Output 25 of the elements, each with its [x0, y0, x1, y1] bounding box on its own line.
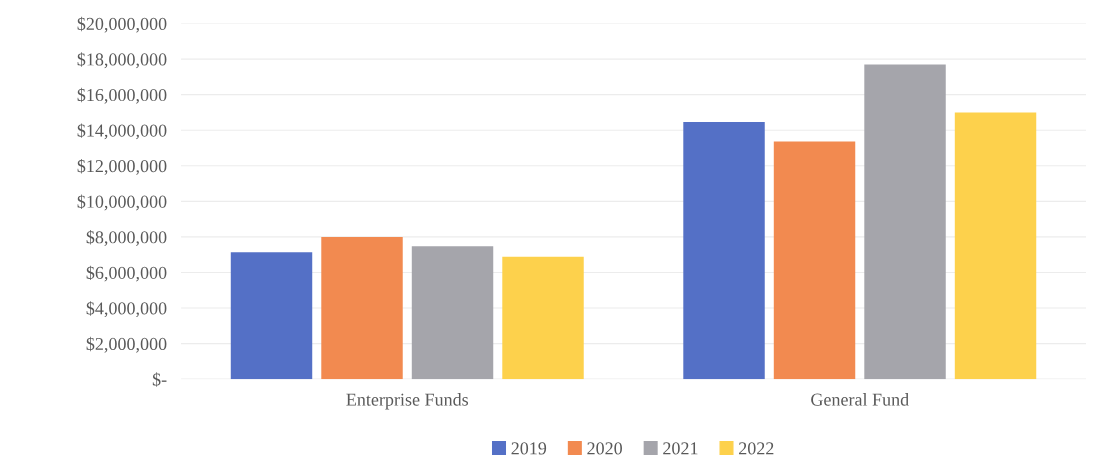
y-tick-label: $4,000,000: [86, 301, 167, 318]
y-tick-label: $14,000,000: [77, 123, 167, 140]
bar: [411, 246, 494, 380]
bar: [864, 64, 946, 380]
bar: [230, 252, 313, 380]
bar: [773, 141, 856, 380]
y-tick-label: $16,000,000: [77, 87, 167, 104]
y-tick-label: $-: [152, 372, 167, 387]
bar: [683, 122, 765, 380]
y-tick-label: $10,000,000: [77, 194, 167, 211]
bar: [954, 112, 1037, 380]
y-tick-label: $12,000,000: [77, 158, 167, 175]
legend-label: 2019: [511, 442, 547, 455]
y-tick-label: $8,000,000: [86, 230, 167, 246]
bar: [321, 236, 403, 380]
x-tick-label: Enterprise Funds: [346, 393, 469, 410]
y-tick-label: $18,000,000: [77, 52, 167, 69]
bar: [502, 256, 584, 380]
y-tick-label: $20,000,000: [77, 16, 167, 33]
legend-label: 2020: [587, 442, 622, 455]
legend-label: 2022: [739, 442, 774, 455]
legend-label: 2021: [663, 442, 698, 455]
x-tick-label: General Fund: [811, 393, 909, 406]
y-tick-label: $2,000,000: [86, 336, 167, 353]
y-tick-label: $6,000,000: [86, 265, 167, 282]
